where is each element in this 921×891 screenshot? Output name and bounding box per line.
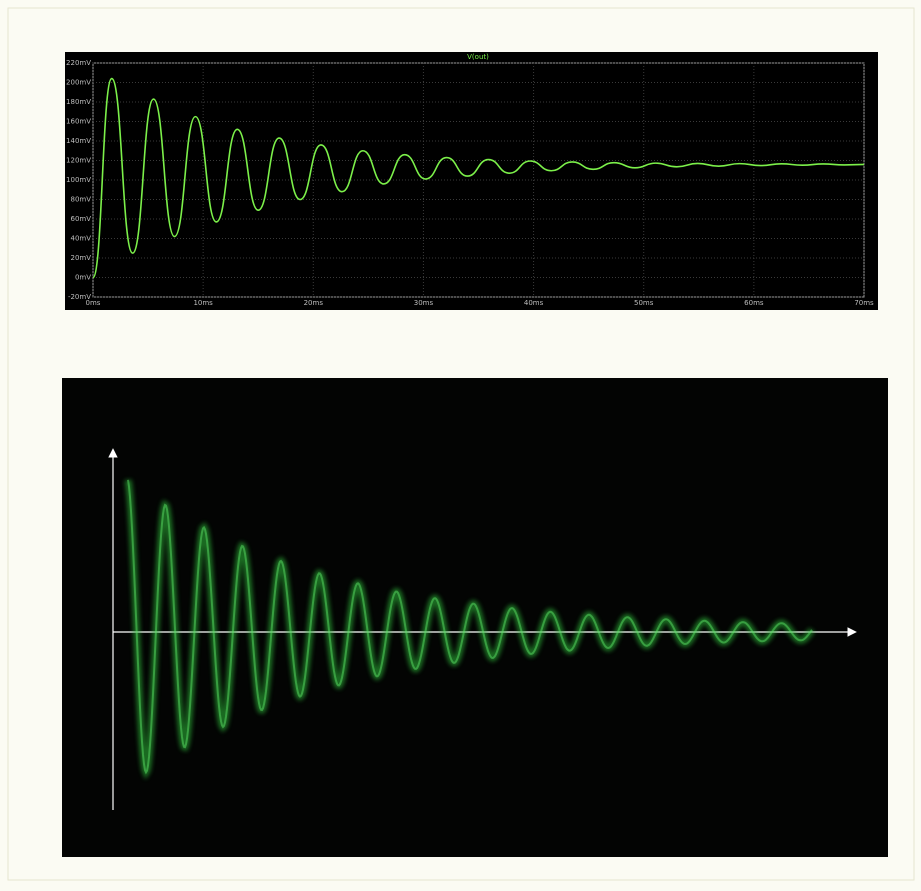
y-tick-label: 80mV — [70, 196, 91, 204]
chart-title: V(out) — [467, 53, 489, 61]
x-tick-label: 40ms — [524, 299, 544, 307]
x-tick-label: 50ms — [634, 299, 654, 307]
scope-photo — [62, 378, 888, 857]
page: V(out) -20mV0mV20mV40mV60mV80mV100mV120m… — [0, 0, 921, 887]
y-tick-label: 220mV — [66, 59, 91, 67]
y-tick-label: 0mV — [75, 274, 91, 282]
y-tick-label: 40mV — [70, 235, 91, 243]
y-tick-label: 20mV — [70, 254, 91, 262]
figure: V(out) -20mV0mV20mV40mV60mV80mV100mV120m… — [0, 0, 921, 887]
y-tick-label: 160mV — [66, 118, 91, 126]
x-tick-label: 10ms — [193, 299, 213, 307]
x-tick-label: 30ms — [414, 299, 434, 307]
x-tick-label: 60ms — [744, 299, 764, 307]
y-tick-label: 180mV — [66, 98, 91, 106]
y-tick-label: 60mV — [70, 215, 91, 223]
x-tick-label: 20ms — [304, 299, 324, 307]
y-tick-label: 140mV — [66, 137, 91, 145]
x-tick-label: 70ms — [854, 299, 874, 307]
y-tick-label: 100mV — [66, 176, 91, 184]
y-tick-label: 120mV — [66, 157, 91, 165]
plot-window — [65, 52, 878, 310]
x-tick-label: 0ms — [86, 299, 101, 307]
y-tick-label: 200mV — [66, 79, 91, 87]
